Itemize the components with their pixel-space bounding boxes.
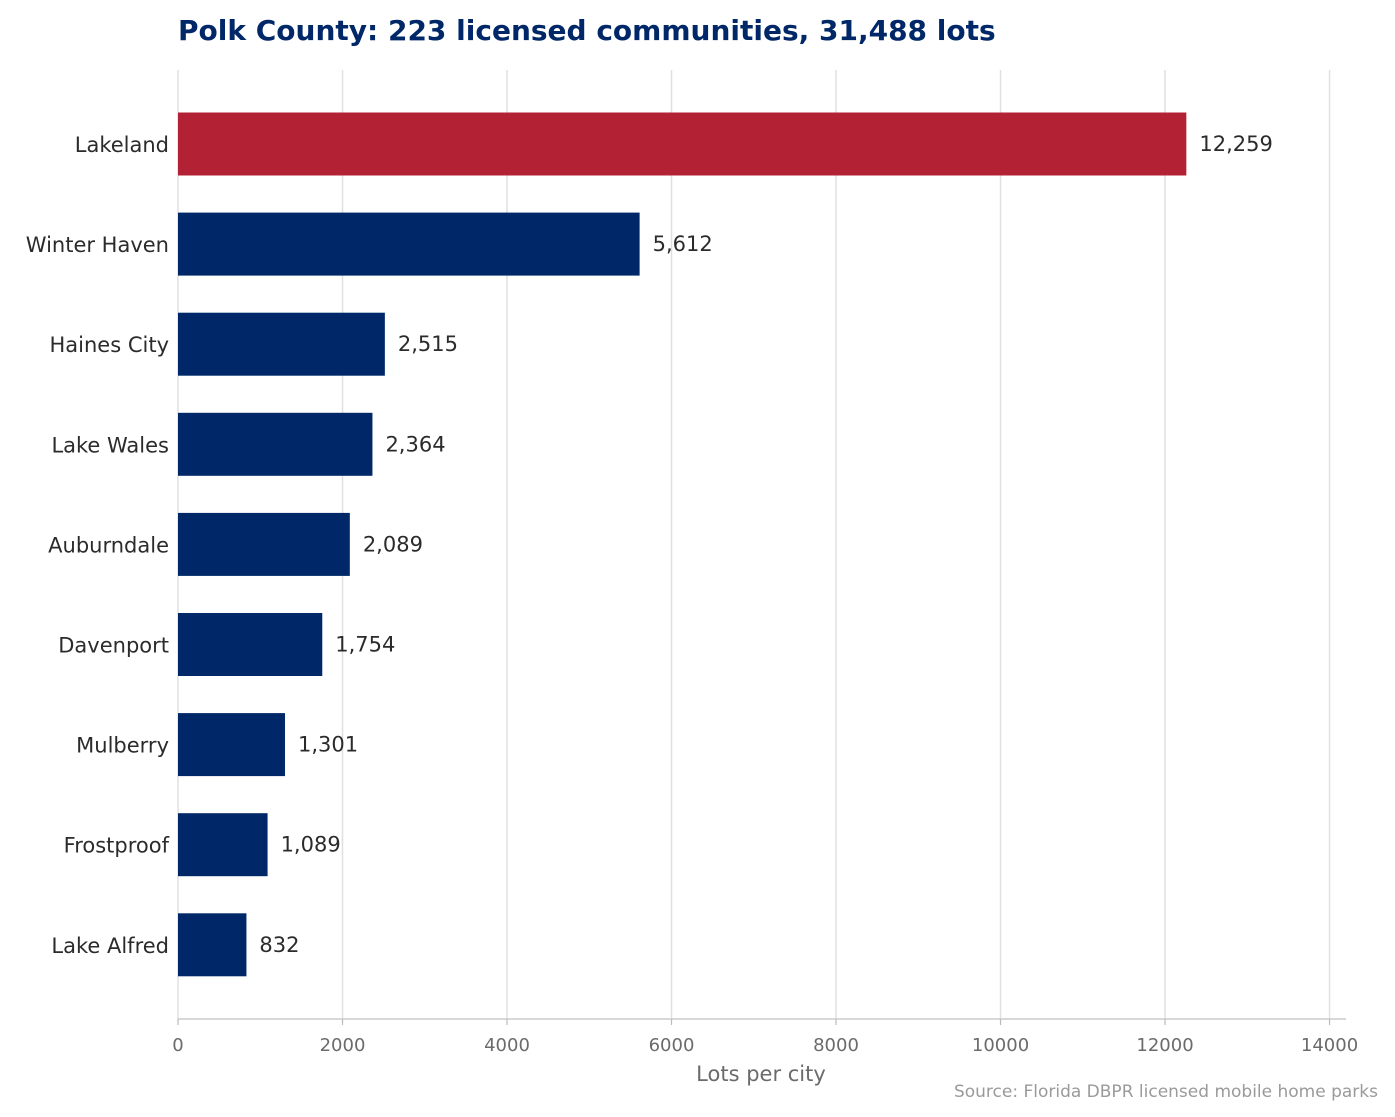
bar-value-label: 1,754: [335, 633, 395, 657]
bar-value-label: 2,364: [385, 432, 445, 456]
x-tick-label: 10000: [972, 1035, 1029, 1056]
bar-value-label: 1,301: [298, 733, 358, 757]
category-label: Frostproof: [64, 834, 170, 858]
category-label: Lake Wales: [51, 433, 169, 457]
bar-value-label: 832: [259, 933, 299, 957]
x-tick-label: 2000: [320, 1035, 366, 1056]
x-tick-label: 14000: [1301, 1035, 1358, 1056]
bar-davenport: [178, 613, 323, 676]
value-labels: 12,259 5,612 2,515 2,364 2,089 1,754 1,301 1,08…: [259, 132, 1272, 957]
category-label: Auburndale: [48, 533, 169, 557]
x-tick-label: 4000: [484, 1035, 530, 1056]
bar-value-label: 2,515: [398, 332, 458, 356]
bar-value-label: 5,612: [653, 232, 713, 256]
bar-value-label: 1,089: [281, 833, 341, 857]
bar-haines-city: [178, 312, 385, 376]
x-tick-label: 12000: [1136, 1035, 1193, 1056]
chart-title: Polk County: 223 licensed communities, 3…: [178, 14, 996, 47]
bar-lake-alfred: [178, 913, 247, 977]
bar-auburndale: [178, 512, 350, 576]
bars: [178, 112, 1187, 977]
category-label: Winter Haven: [26, 233, 169, 257]
bar-value-label: 12,259: [1199, 132, 1272, 156]
x-axis-title: Lots per city: [696, 1062, 826, 1086]
bar-mulberry: [178, 713, 286, 777]
bar-value-label: 2,089: [363, 532, 423, 556]
source-note: Source: Florida DBPR licensed mobile hom…: [954, 1082, 1378, 1102]
bar-winter-haven: [178, 212, 640, 276]
category-label: Mulberry: [76, 734, 169, 758]
category-labels: Lakeland Winter Haven Haines City Lake Wale…: [26, 133, 170, 958]
gridlines: [177, 70, 1331, 1019]
x-tick-label: 0: [172, 1035, 183, 1056]
x-tick-label: 6000: [649, 1035, 695, 1056]
category-label: Lake Alfred: [51, 934, 169, 958]
category-label: Davenport: [58, 634, 169, 658]
category-label: Lakeland: [75, 133, 169, 157]
x-axis-ticks: 0 2000 4000 6000 8000 10000 12000 14000: [172, 1019, 1358, 1056]
bar-frostproof: [178, 813, 268, 877]
bar-lakeland: [178, 112, 1187, 176]
x-tick-label: 8000: [813, 1035, 859, 1056]
bar-lake-wales: [178, 412, 373, 476]
category-label: Haines City: [50, 333, 170, 357]
